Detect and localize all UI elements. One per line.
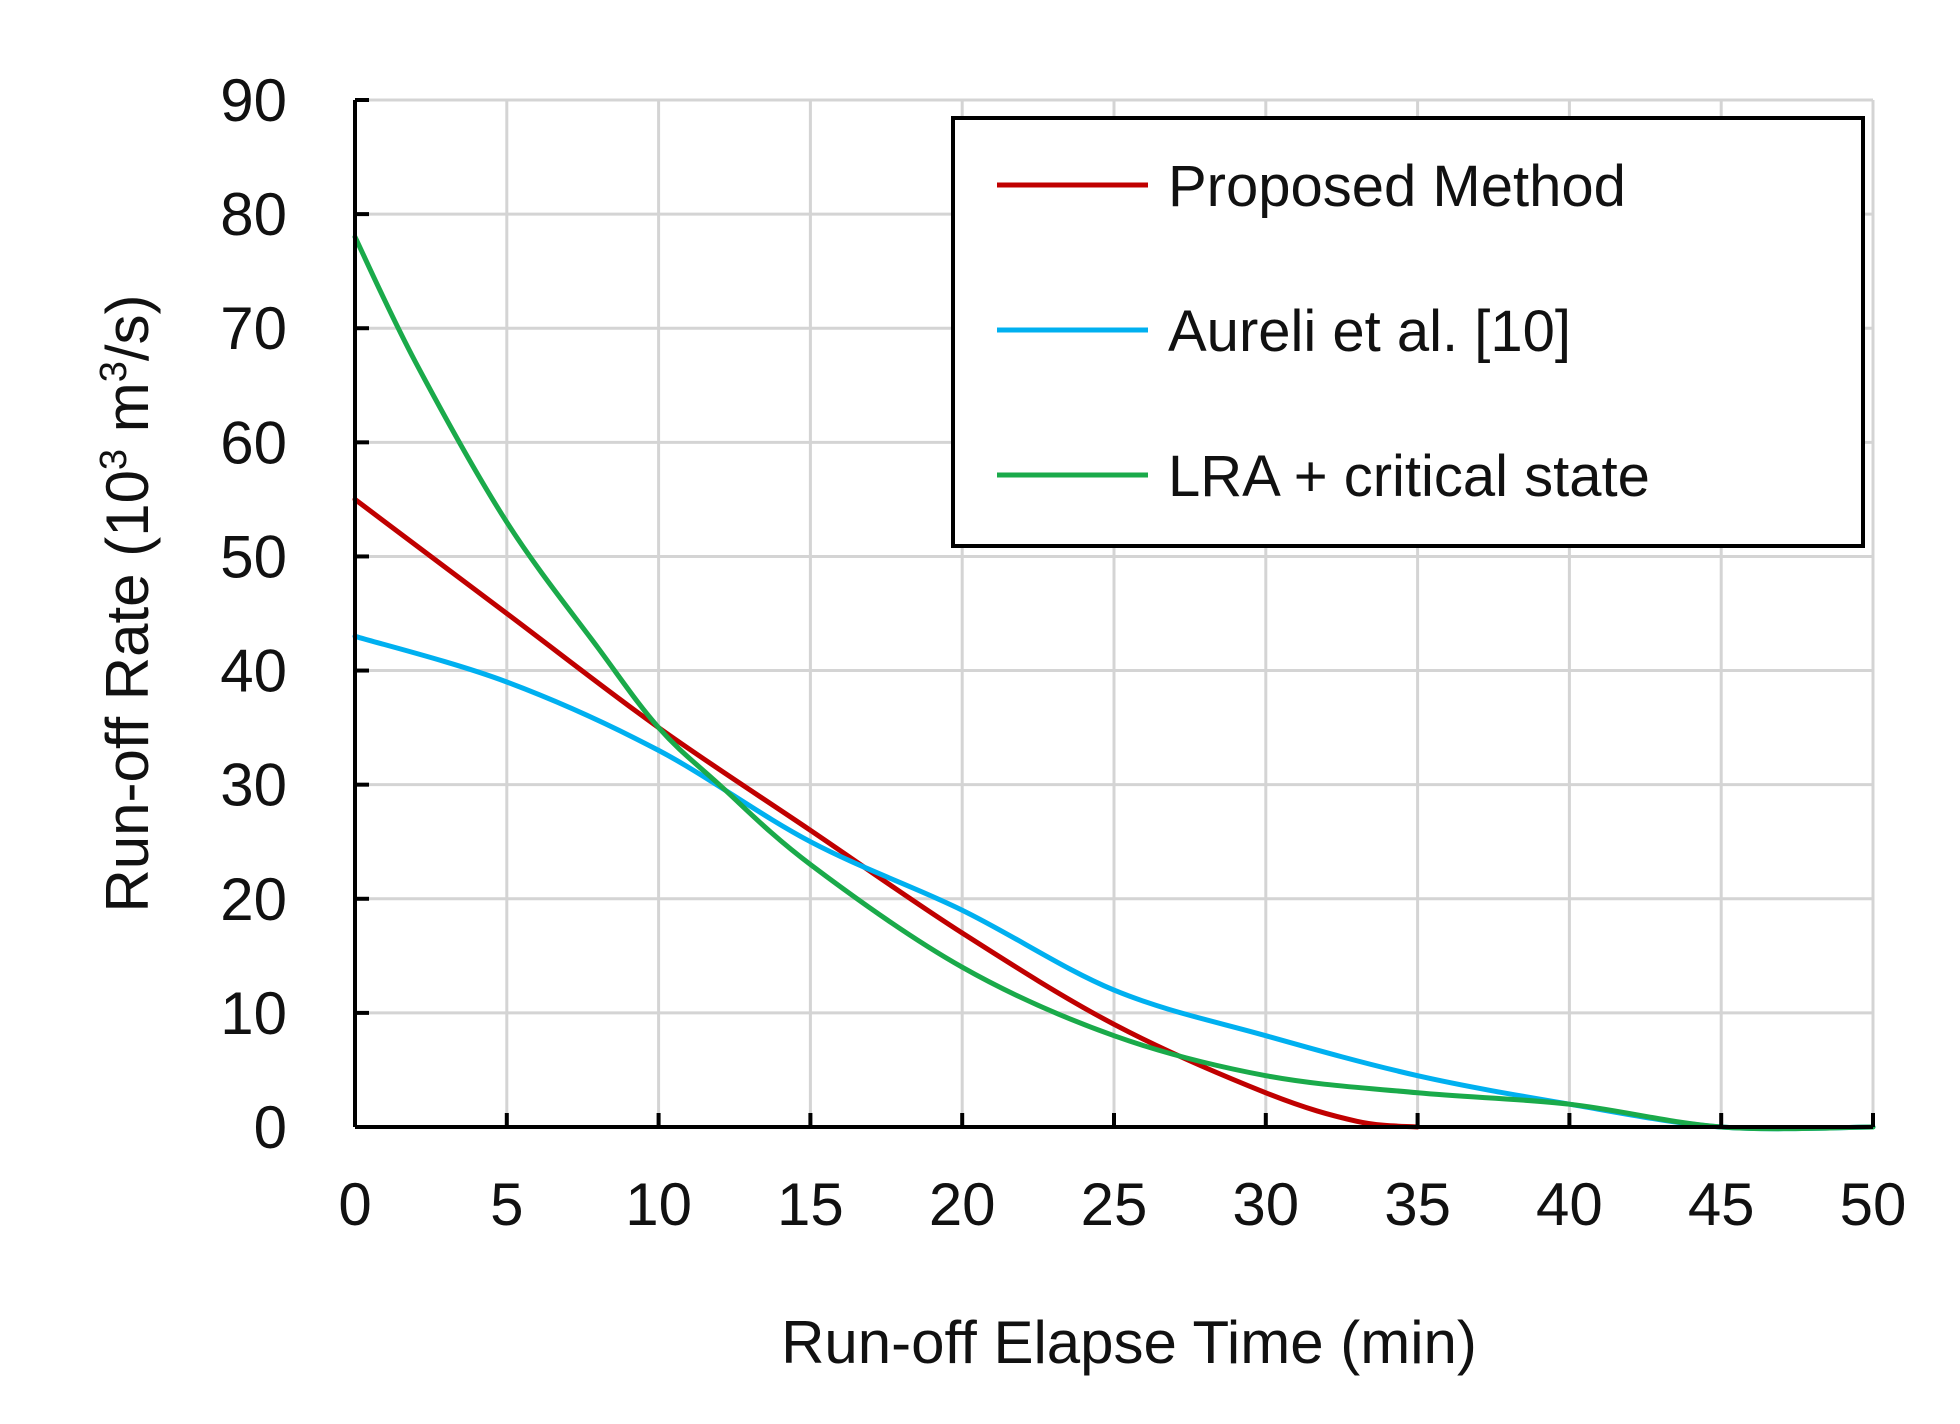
legend: Proposed Method Aureli et al. [10] LRA + c… [951, 116, 1865, 548]
y-tick-label-6: 60 [220, 409, 287, 476]
x-tick-label-4: 20 [929, 1171, 996, 1238]
x-tick-label-7: 35 [1384, 1171, 1451, 1238]
legend-label-1: Aureli et al. [10] [1168, 299, 1571, 364]
x-tick-label-9: 45 [1688, 1171, 1755, 1238]
x-tick-label-8: 40 [1536, 1171, 1603, 1238]
y-axis-title-sup2: 3 [93, 361, 135, 382]
y-axis-title: Run-off Rate (103 m3/s) [93, 294, 161, 912]
y-axis-title-middle: m [94, 382, 161, 449]
legend-label-2: LRA + critical state [1168, 444, 1650, 509]
x-axis-title: Run-off Elapse Time (min) [781, 1309, 1477, 1376]
y-axis-title-prefix: Run-off Rate (10 [94, 470, 161, 912]
series-line-2 [352, 234, 1876, 1132]
y-tick-label-7: 70 [220, 295, 287, 362]
tick-labels: 0 5 10 15 20 25 30 35 40 45 50 0 10 20 30 40 50 60 70 80 90 [220, 67, 1906, 1238]
legend-label-0: Proposed Method [1168, 154, 1626, 219]
x-tick-label-1: 5 [490, 1171, 523, 1238]
x-tick-label-2: 10 [625, 1171, 692, 1238]
y-tick-label-0: 0 [254, 1094, 287, 1161]
y-tick-label-8: 80 [220, 181, 287, 248]
y-tick-label-5: 50 [220, 523, 287, 590]
y-tick-label-2: 20 [220, 866, 287, 933]
x-tick-label-6: 30 [1232, 1171, 1299, 1238]
y-tick-label-1: 10 [220, 980, 287, 1047]
x-tick-label-0: 0 [338, 1171, 371, 1238]
y-axis-title-suffix: /s) [94, 294, 161, 361]
y-tick-label-4: 40 [220, 638, 287, 705]
series-layer [352, 234, 1876, 1132]
x-tick-label-5: 25 [1081, 1171, 1148, 1238]
x-tick-label-10: 50 [1840, 1171, 1907, 1238]
series-line-0 [352, 496, 1421, 1130]
y-tick-label-9: 90 [220, 67, 287, 134]
x-tick-label-3: 15 [777, 1171, 844, 1238]
y-axis-title-sup1: 3 [93, 449, 135, 470]
y-tick-label-3: 30 [220, 752, 287, 819]
